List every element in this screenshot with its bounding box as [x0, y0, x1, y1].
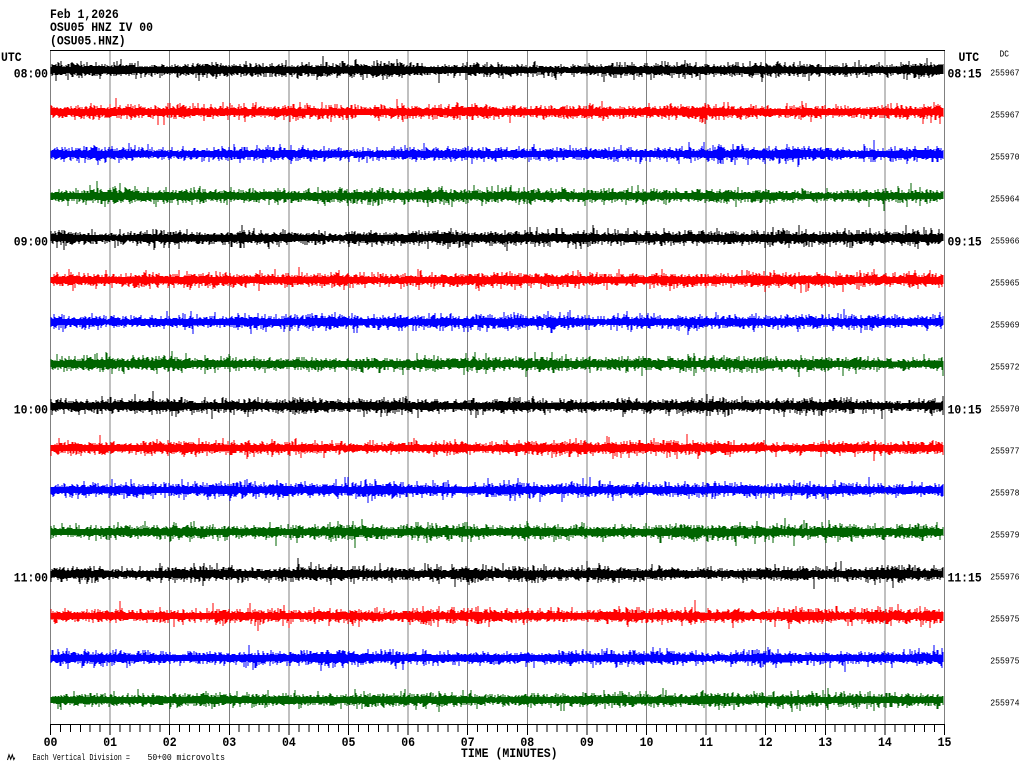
- svg-text:09: 09: [580, 735, 594, 750]
- svg-text:Feb 1,2026: Feb 1,2026: [50, 7, 119, 22]
- svg-text:08: 08: [520, 735, 534, 750]
- svg-text:05: 05: [342, 735, 356, 750]
- svg-text:OSU05 HNZ IV 00: OSU05 HNZ IV 00: [50, 20, 153, 35]
- svg-text:00: 00: [44, 735, 58, 750]
- svg-text:15: 15: [938, 735, 952, 750]
- svg-text:04: 04: [282, 735, 296, 750]
- svg-text:DC: DC: [1000, 49, 1010, 60]
- svg-text:255966: 255966: [990, 236, 1020, 247]
- svg-text:255978: 255978: [990, 488, 1020, 499]
- svg-text:255974: 255974: [990, 698, 1020, 709]
- svg-text:255965: 255965: [990, 278, 1020, 289]
- svg-text:255970: 255970: [990, 152, 1020, 163]
- svg-text:255975: 255975: [990, 614, 1020, 625]
- svg-text:11: 11: [699, 735, 713, 750]
- svg-text:255976: 255976: [990, 572, 1020, 583]
- svg-text:12: 12: [759, 735, 773, 750]
- svg-text:(OSU05.HNZ): (OSU05.HNZ): [50, 34, 126, 49]
- svg-text:255964: 255964: [990, 194, 1020, 205]
- svg-text:Each Vertical Division =: Each Vertical Division =: [33, 752, 131, 763]
- svg-text:09:00: 09:00: [14, 234, 48, 249]
- svg-text:255977: 255977: [990, 446, 1019, 457]
- svg-text:08:15: 08:15: [948, 66, 982, 81]
- svg-text:255979: 255979: [990, 530, 1019, 541]
- svg-text:TIME (MINUTES): TIME (MINUTES): [461, 746, 558, 761]
- svg-text:255969: 255969: [990, 320, 1019, 331]
- svg-text:08:00: 08:00: [14, 66, 48, 81]
- svg-text:255972: 255972: [990, 362, 1019, 373]
- svg-text:UTC: UTC: [959, 50, 980, 65]
- svg-text:01: 01: [103, 735, 117, 750]
- svg-text:09:15: 09:15: [948, 234, 982, 249]
- svg-text:02: 02: [163, 735, 177, 750]
- svg-text:255975: 255975: [990, 656, 1020, 667]
- svg-text:10:15: 10:15: [948, 402, 982, 417]
- svg-text:14: 14: [878, 735, 892, 750]
- svg-text:10:00: 10:00: [14, 402, 48, 417]
- svg-text:10: 10: [640, 735, 654, 750]
- svg-text:50+00 microvolts: 50+00 microvolts: [148, 752, 226, 763]
- svg-text:13: 13: [818, 735, 832, 750]
- svg-text:255967: 255967: [990, 110, 1019, 121]
- svg-text:03: 03: [222, 735, 236, 750]
- svg-text:07: 07: [461, 735, 475, 750]
- svg-text:11:00: 11:00: [14, 570, 48, 585]
- svg-text:06: 06: [401, 735, 415, 750]
- svg-text:UTC: UTC: [1, 50, 22, 65]
- svg-text:255970: 255970: [990, 404, 1020, 415]
- svg-text:11:15: 11:15: [948, 570, 982, 585]
- svg-text:255967: 255967: [990, 68, 1019, 79]
